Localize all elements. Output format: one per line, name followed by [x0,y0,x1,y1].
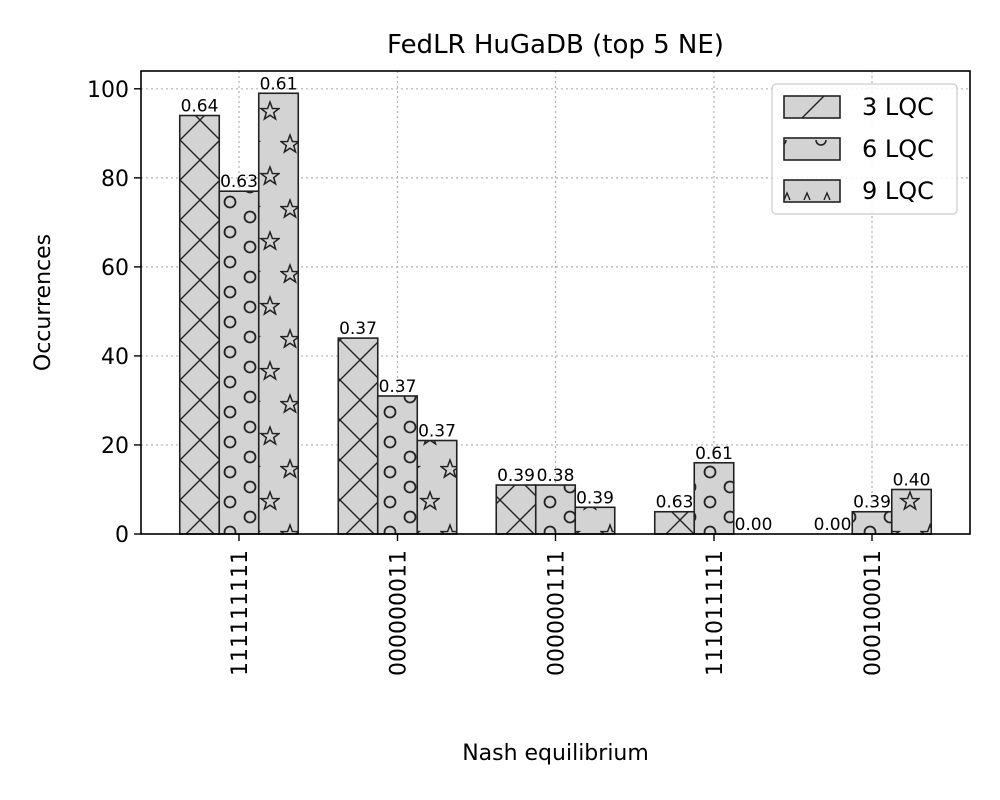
legend-swatch [783,95,841,119]
bar-value-label: 0.37 [339,319,377,339]
x-axis-title: Nash equilibrium [462,741,649,766]
bars [178,92,933,535]
bar-value-label: 0.64 [181,97,219,117]
bar-value-label: 0.61 [695,444,733,464]
legend-swatch [783,137,841,161]
x-tick-label: 111011111 [703,550,728,676]
bar-value-labels: 0.64 0.37 0.39 0.63 0.00 0.63 0.37 0.38 0.61 0.39… [181,74,931,535]
bar-value-label: 0.61 [260,74,298,94]
bar [653,510,696,535]
bar-value-label: 0.00 [735,515,773,535]
legend-label: 3 LQC [862,93,934,121]
legend-swatch [783,179,841,203]
bar-value-label: 0.00 [814,515,852,535]
bar [337,337,379,535]
bar-value-label: 0.39 [853,493,891,513]
bar [890,488,933,535]
bar [416,439,458,535]
bar-value-label: 0.37 [418,422,456,442]
bar-value-label: 0.39 [497,466,535,486]
legend-label: 6 LQC [862,135,934,163]
bar [178,114,221,535]
bar [534,484,577,535]
bar [218,190,260,535]
bar-value-label: 0.63 [220,172,258,192]
bar [693,461,735,535]
y-tick-label: 80 [101,167,129,192]
y-tick-label: 60 [101,256,129,281]
x-tick-label: 000100011 [861,550,886,676]
y-tick-label: 20 [101,434,129,459]
y-axis-title: Occurrences [31,234,56,371]
legend-label: 9 LQC [862,177,934,205]
bar [574,506,616,535]
y-tick-label: 40 [101,345,129,370]
legend: 3 LQC 6 LQC 9 LQC [771,83,958,215]
y-tick-label: 0 [115,523,129,548]
bar-value-label: 0.39 [576,488,614,508]
bar-value-label: 0.37 [379,377,417,397]
bar [257,92,300,535]
x-tick-label: 111111111 [228,550,253,676]
y-tick-label: 100 [87,78,129,103]
x-tick-label: 000000011 [387,550,412,676]
bar [851,510,893,535]
bar-value-label: 0.40 [893,470,931,490]
bar [376,395,419,535]
bar [495,484,537,535]
x-tick-label: 000000111 [545,550,570,676]
bar-value-label: 0.38 [537,466,575,486]
bar-value-label: 0.63 [656,493,694,513]
chart-title: FedLR HuGaDB (top 5 NE) [387,30,724,60]
axis-ticks: 0 20 40 60 80 100 111111111 000000011 000000111 1… [87,78,886,676]
